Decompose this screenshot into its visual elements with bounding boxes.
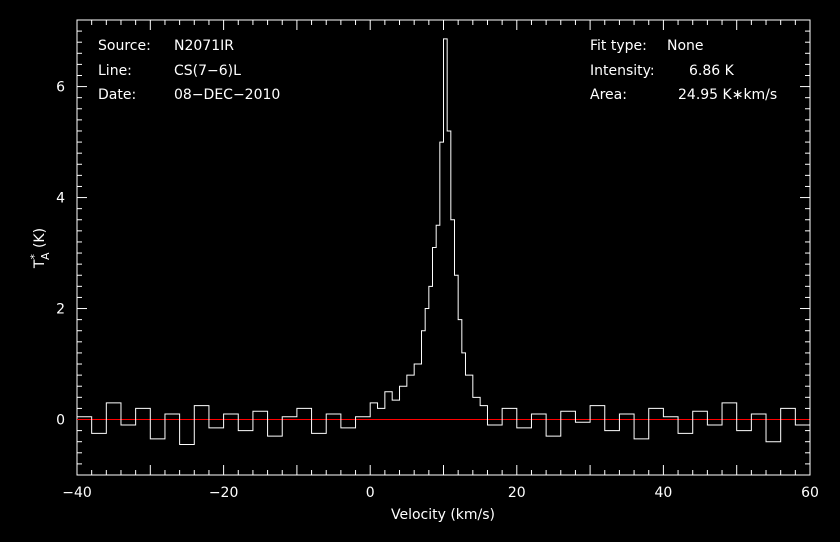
- spectrum-series: [77, 38, 811, 445]
- y-axis-label-main: T: [32, 259, 48, 269]
- x-tick-label: 60: [801, 485, 819, 501]
- y-tick-label: 4: [56, 191, 65, 207]
- info-block-left: Source: N2071IR Line: CS(7−6)L Date: 08−…: [98, 38, 280, 103]
- x-axis-label: Velocity (km/s): [391, 507, 495, 523]
- y-tick-label: 6: [56, 80, 65, 96]
- info-line-key: Line:: [98, 63, 132, 79]
- info-line-value: CS(7−6)L: [174, 63, 241, 79]
- y-tick-label: 2: [56, 302, 65, 318]
- x-tick-label: −20: [209, 485, 239, 501]
- info-area-value: 24.95 K∗km/s: [678, 87, 777, 103]
- y-axis-label-unit: (K): [32, 228, 48, 253]
- x-tick-label: −40: [62, 485, 92, 501]
- y-axis-label: T*A (K): [28, 228, 52, 269]
- x-tick-label: 0: [366, 485, 375, 501]
- y-axis-label-sup: *: [28, 254, 41, 260]
- x-tick-label: 20: [508, 485, 526, 501]
- y-axis-label-sub: A: [39, 252, 52, 260]
- info-source-value: N2071IR: [174, 38, 234, 54]
- info-area-key: Area:: [590, 87, 627, 103]
- info-block-right: Fit type: None Intensity: 6.86 K Area: 2…: [590, 38, 777, 103]
- y-tick-label: 0: [56, 413, 65, 429]
- x-axis-ticks: −40 −20 0 20 40 60: [62, 20, 819, 501]
- info-date-key: Date:: [98, 87, 136, 103]
- x-tick-label: 40: [654, 485, 672, 501]
- info-intensity-key: Intensity:: [590, 63, 655, 79]
- svg-text:T*A (K): T*A (K): [28, 228, 52, 269]
- info-fit-key: Fit type:: [590, 38, 647, 54]
- info-source-key: Source:: [98, 38, 151, 54]
- info-date-value: 08−DEC−2010: [174, 87, 280, 103]
- info-intensity-value: 6.86 K: [689, 63, 735, 79]
- info-fit-value: None: [667, 38, 704, 54]
